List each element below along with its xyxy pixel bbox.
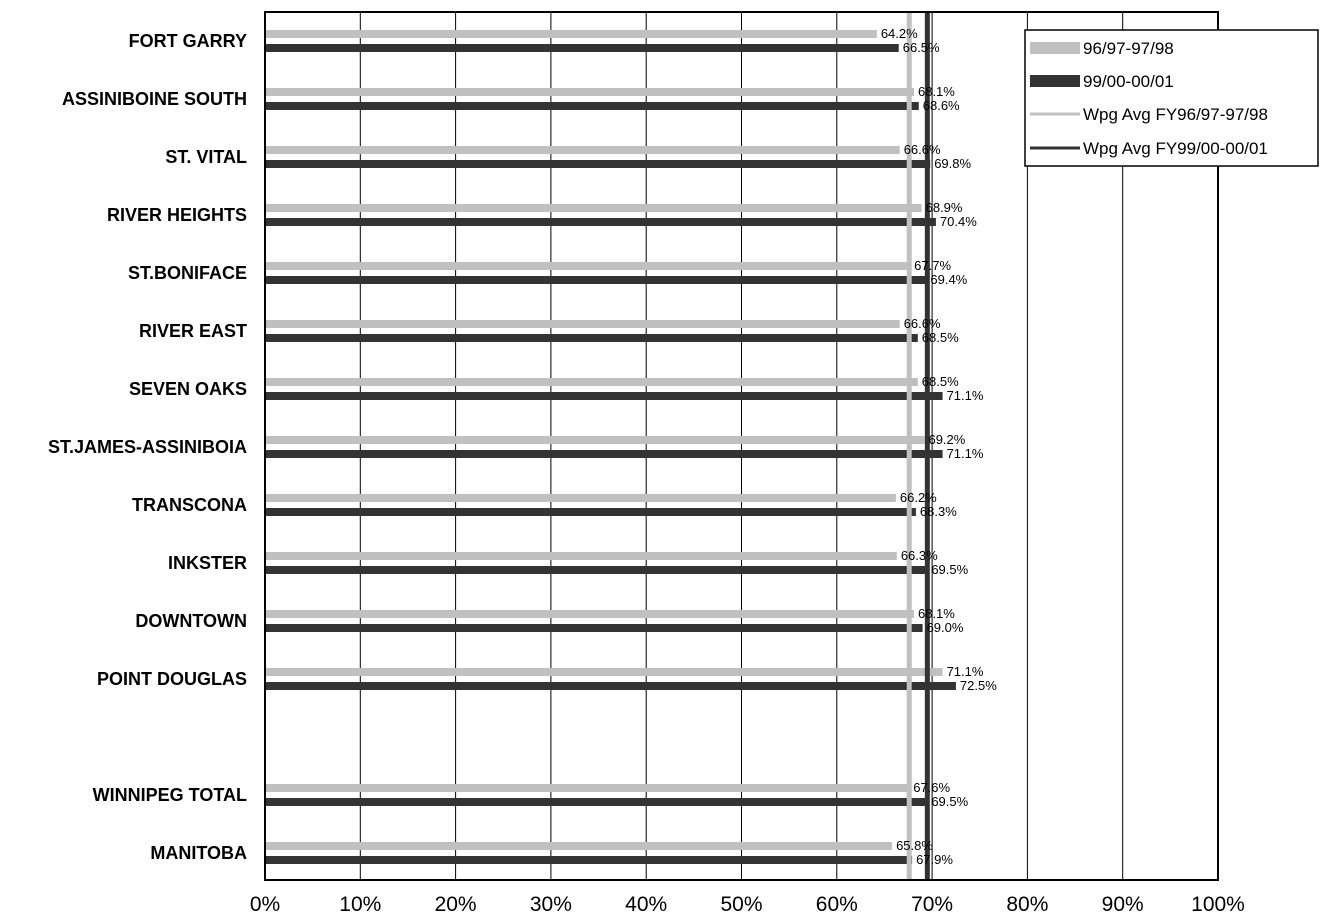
data-label: 69.5% bbox=[931, 562, 968, 577]
data-label: 68.5% bbox=[922, 374, 959, 389]
legend: 96/97-97/98 99/00-00/01 Wpg Avg FY96/97-97… bbox=[1024, 29, 1319, 167]
legend-swatch bbox=[1030, 42, 1080, 54]
data-label: 68.3% bbox=[920, 504, 957, 519]
bar-series-2 bbox=[265, 160, 931, 168]
bar-series-2 bbox=[265, 44, 899, 52]
category-label: MANITOBA bbox=[150, 843, 247, 863]
bar-series-2 bbox=[265, 102, 919, 110]
data-label: 68.6% bbox=[923, 98, 960, 113]
x-tick-label: 20% bbox=[435, 893, 477, 916]
category-label: INKSTER bbox=[168, 553, 247, 573]
bar-series-2 bbox=[265, 218, 936, 226]
x-tick-label: 0% bbox=[250, 893, 280, 916]
bar-series-1 bbox=[265, 88, 914, 96]
data-label: 67.6% bbox=[913, 780, 950, 795]
data-label: 69.0% bbox=[927, 620, 964, 635]
gridlines bbox=[359, 12, 1124, 880]
x-tick-label: 80% bbox=[1006, 893, 1048, 916]
category-label: FORT GARRY bbox=[129, 31, 247, 51]
data-label: 69.4% bbox=[930, 272, 967, 287]
category-label: ST.BONIFACE bbox=[128, 263, 247, 283]
bar-series-2 bbox=[265, 856, 913, 864]
x-tick-label: 50% bbox=[720, 893, 762, 916]
bar-series-1 bbox=[265, 378, 918, 386]
category-label: ASSINIBOINE SOUTH bbox=[62, 89, 247, 109]
plot-area-border bbox=[264, 11, 1219, 881]
data-label: 66.5% bbox=[903, 40, 940, 55]
data-label: 68.1% bbox=[918, 84, 955, 99]
category-label: RIVER EAST bbox=[139, 321, 247, 341]
bar-series-1 bbox=[265, 784, 910, 792]
bar-series-1 bbox=[265, 842, 893, 850]
x-tick-label: 100% bbox=[1191, 893, 1245, 916]
data-label: 69.8% bbox=[934, 156, 971, 171]
bar-series-2 bbox=[265, 334, 918, 342]
data-label: 66.6% bbox=[904, 142, 941, 157]
category-label: RIVER HEIGHTS bbox=[107, 205, 247, 225]
data-label: 66.3% bbox=[901, 548, 938, 563]
category-labels: FORT GARRY ASSINIBOINE SOUTH ST. VITAL RIVE… bbox=[48, 31, 247, 863]
legend-entry: 99/00-00/01 bbox=[1083, 72, 1174, 91]
category-label: WINNIPEG TOTAL bbox=[93, 785, 247, 805]
bar-series-1 bbox=[265, 668, 943, 676]
legend-entry: 96/97-97/98 bbox=[1083, 39, 1174, 58]
bar-series-1 bbox=[265, 30, 877, 38]
bar-series-1 bbox=[265, 552, 897, 560]
data-label: 67.9% bbox=[916, 852, 953, 867]
legend-entry: Wpg Avg FY99/00-00/01 bbox=[1083, 139, 1268, 158]
x-tick-label: 90% bbox=[1102, 893, 1144, 916]
category-label: POINT DOUGLAS bbox=[97, 669, 247, 689]
data-label: 71.1% bbox=[947, 664, 984, 679]
bar-series-1 bbox=[265, 610, 914, 618]
x-tick-label: 70% bbox=[911, 893, 953, 916]
data-labels: 64.2%66.5%68.1%68.6%66.6%69.8%68.9%70.4%… bbox=[881, 26, 997, 867]
reference-lines bbox=[906, 12, 930, 880]
legend-swatch bbox=[1030, 75, 1080, 87]
data-label: 68.5% bbox=[922, 330, 959, 345]
data-label: 70.4% bbox=[940, 214, 977, 229]
data-label: 71.1% bbox=[947, 446, 984, 461]
legend-entry: Wpg Avg FY96/97-97/98 bbox=[1083, 105, 1268, 124]
data-label: 68.9% bbox=[926, 200, 963, 215]
data-label: 69.2% bbox=[928, 432, 965, 447]
bar-series-1 bbox=[265, 146, 900, 154]
category-label: SEVEN OAKS bbox=[129, 379, 247, 399]
bar-series-1 bbox=[265, 494, 896, 502]
category-label: ST.JAMES-ASSINIBOIA bbox=[48, 437, 247, 457]
bar-series-2 bbox=[265, 392, 943, 400]
bar-series-1 bbox=[265, 320, 900, 328]
bar-series-2 bbox=[265, 624, 923, 632]
data-label: 71.1% bbox=[947, 388, 984, 403]
bar-series-1 bbox=[265, 436, 925, 444]
data-label: 66.6% bbox=[904, 316, 941, 331]
x-tick-label: 40% bbox=[625, 893, 667, 916]
bar-series-2 bbox=[265, 682, 956, 690]
data-label: 64.2% bbox=[881, 26, 918, 41]
category-label: TRANSCONA bbox=[132, 495, 247, 515]
bar-series-2 bbox=[265, 798, 928, 806]
category-label: ST. VITAL bbox=[165, 147, 247, 167]
x-axis-tick-labels: 0% 10% 20% 30% 40% 50% 60% 70% 80% 90% 100% bbox=[250, 893, 1245, 916]
category-label: DOWNTOWN bbox=[135, 611, 247, 631]
bars bbox=[265, 30, 956, 864]
x-tick-label: 60% bbox=[816, 893, 858, 916]
data-label: 67.7% bbox=[914, 258, 951, 273]
x-tick-label: 10% bbox=[339, 893, 381, 916]
bar-series-1 bbox=[265, 204, 922, 212]
data-label: 72.5% bbox=[960, 678, 997, 693]
bar-series-2 bbox=[265, 508, 916, 516]
x-tick-label: 30% bbox=[530, 893, 572, 916]
data-label: 65.8% bbox=[896, 838, 933, 853]
bar-series-2 bbox=[265, 566, 928, 574]
data-label: 69.5% bbox=[931, 794, 968, 809]
bar-series-1 bbox=[265, 262, 911, 270]
bar-series-2 bbox=[265, 450, 943, 458]
data-label: 66.2% bbox=[900, 490, 937, 505]
data-label: 68.1% bbox=[918, 606, 955, 621]
bar-series-2 bbox=[265, 276, 927, 284]
